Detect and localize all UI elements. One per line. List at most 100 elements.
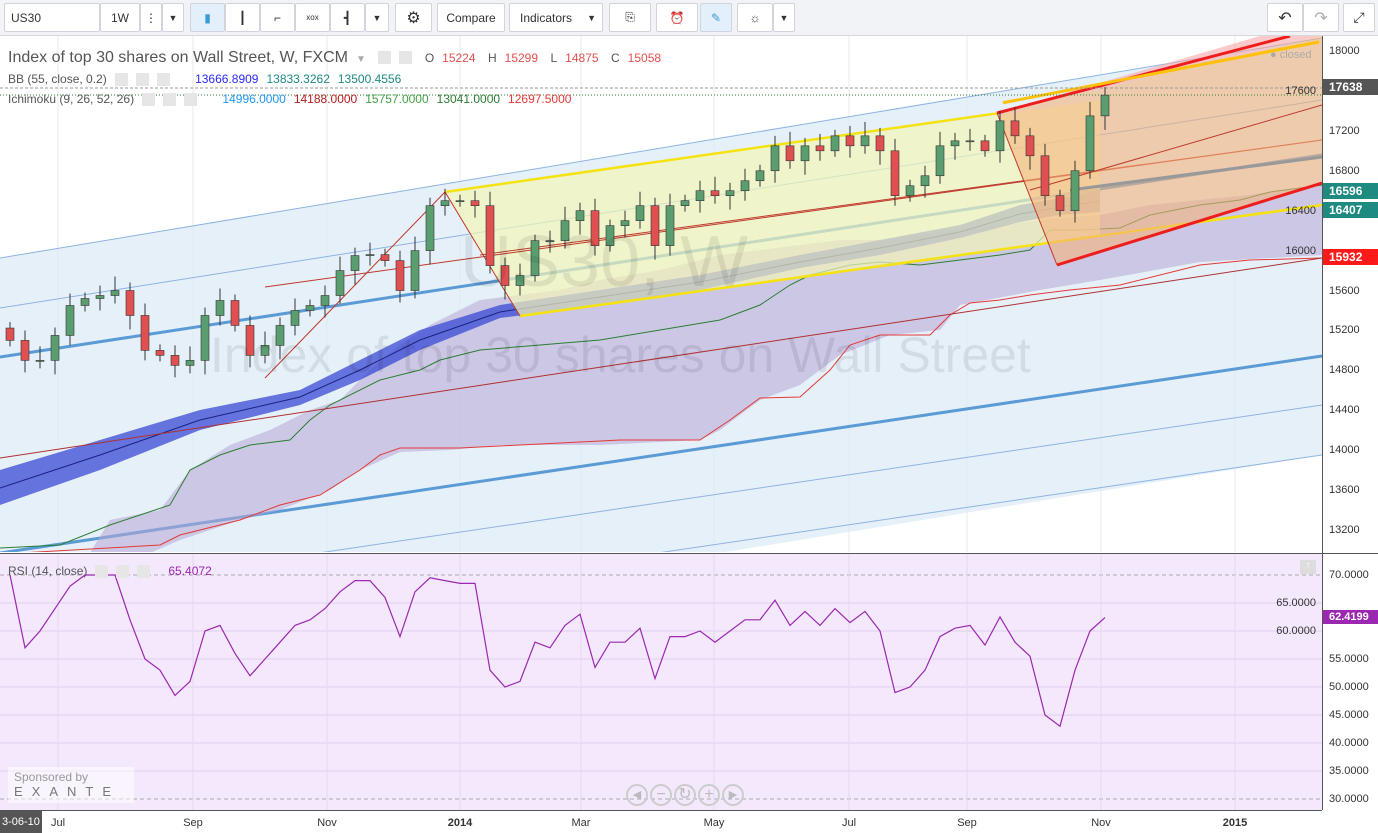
candle — [950, 140, 960, 147]
rsi-chart[interactable] — [0, 554, 1322, 810]
eye-icon[interactable] — [95, 565, 109, 579]
candle — [650, 205, 660, 246]
candle — [65, 305, 75, 336]
zoom-out-icon[interactable]: − — [650, 784, 672, 806]
embed-icon[interactable]: ⎘ — [609, 3, 651, 32]
settings-icon[interactable] — [399, 51, 413, 65]
interval-button[interactable]: 1W — [100, 3, 140, 32]
candle — [290, 310, 300, 326]
rsi-tick: 55.0000 — [1329, 653, 1369, 665]
price-tick: 16400 — [1285, 204, 1316, 217]
chart-navigation: ◀ − ↻ + ▶ — [626, 784, 744, 806]
bb-basis-value: 13666.8909 — [195, 72, 259, 86]
indicators-button[interactable]: Indicators ▼ — [509, 3, 603, 32]
candle — [1085, 115, 1095, 172]
settings-icon[interactable] — [163, 93, 177, 107]
rsi-tick: 30.0000 — [1329, 793, 1369, 805]
close-icon[interactable] — [156, 73, 170, 87]
bb-name[interactable]: BB (55, close, 0.2) — [8, 72, 107, 86]
rsi-legend: RSI (14, close) 65.4072 — [8, 564, 220, 579]
rsi-line — [9, 574, 1106, 728]
candle — [125, 290, 135, 316]
brush-icon[interactable]: ✎ — [700, 3, 732, 32]
price-tick: 15600 — [1329, 284, 1360, 297]
line-icon[interactable]: ⌐ — [260, 3, 295, 32]
time-tick: 2015 — [1222, 817, 1248, 829]
eye-icon[interactable] — [378, 51, 392, 65]
symbol-search[interactable]: US30 — [4, 3, 100, 32]
maximize-pane-icon[interactable]: ↑ — [1300, 560, 1316, 574]
scroll-left-icon[interactable]: ◀ — [626, 784, 648, 806]
point-figure-icon[interactable]: xox — [295, 3, 330, 32]
price-chart[interactable]: US30, W Index of top 30 shares on Wall S… — [0, 36, 1322, 552]
candle — [20, 340, 30, 361]
eye-icon[interactable] — [142, 93, 156, 107]
chart-type-dropdown-icon[interactable]: ▼ — [365, 3, 389, 32]
candle — [530, 240, 540, 276]
candles-icon[interactable]: ▮ — [190, 3, 225, 32]
candle — [815, 145, 825, 152]
price-axis[interactable]: 18000 17600 17200 16800 16400 16000 15600 15200… — [1285, 36, 1378, 553]
price-tick: 14800 — [1329, 364, 1360, 377]
lead1-value: 13041.0000 — [436, 92, 501, 106]
candle — [560, 220, 570, 241]
bars-icon[interactable]: ┃ — [225, 3, 260, 32]
candle — [140, 315, 150, 351]
ichimoku-name[interactable]: Ichimoku (9, 26, 52, 26) — [8, 92, 135, 106]
rsi-tick: 40.0000 — [1329, 737, 1369, 749]
candle — [470, 200, 480, 206]
renko-icon[interactable]: ┫ — [330, 3, 365, 32]
scroll-right-icon[interactable]: ▶ — [722, 784, 744, 806]
more-icon[interactable]: ⋮ — [140, 3, 162, 32]
candle — [545, 240, 555, 242]
reset-icon[interactable]: ↻ — [674, 784, 696, 806]
sponsor-badge[interactable]: Sponsored by EXANTE — [8, 767, 134, 803]
bulb-icon[interactable]: ☼ — [737, 3, 773, 32]
candle — [935, 145, 945, 177]
eye-icon[interactable] — [114, 73, 128, 87]
close-icon[interactable] — [137, 565, 151, 579]
price-tick: 13600 — [1329, 484, 1360, 497]
compare-button[interactable]: Compare — [437, 3, 505, 32]
bulb-dropdown-icon[interactable]: ▼ — [773, 3, 795, 32]
close-icon[interactable] — [184, 93, 198, 107]
candle — [1070, 170, 1080, 211]
time-tick: 2014 — [447, 817, 473, 829]
dropdown-icon[interactable]: ▼ — [162, 3, 184, 32]
candle — [185, 360, 195, 366]
fib-line — [1069, 155, 1322, 192]
candle — [635, 205, 645, 221]
settings-icon[interactable] — [135, 73, 149, 87]
market-status: ● closed — [1270, 49, 1312, 61]
candle — [515, 275, 525, 286]
price-label: 15932 — [1323, 249, 1378, 266]
rsi-axis[interactable]: 70.0000 65.0000 60.0000 55.0000 50.0000 45.00… — [1276, 553, 1378, 810]
undo-icon[interactable]: ↶ — [1267, 3, 1303, 32]
dropdown-icon[interactable]: ▼ — [356, 54, 366, 65]
close-label: C — [611, 51, 620, 65]
redo-icon[interactable]: ↷ — [1303, 3, 1339, 32]
candle — [725, 190, 735, 197]
rsi-name[interactable]: RSI (14, close) — [8, 564, 88, 578]
candle — [50, 335, 60, 361]
settings-icon[interactable] — [116, 565, 130, 579]
fullscreen-icon[interactable]: ⤢ — [1343, 3, 1375, 32]
sponsor-brand: EXANTE — [14, 784, 121, 799]
time-tick: Jul — [50, 817, 66, 829]
price-label: 16596 — [1323, 183, 1378, 200]
candle — [35, 360, 45, 362]
candle — [1025, 135, 1035, 157]
alert-icon[interactable]: ⏰ — [656, 3, 698, 32]
time-axis[interactable]: 3-06-10 Jul Sep Nov 2014 Mar May Jul Sep Nov 2015 — [0, 810, 1322, 833]
candle — [875, 135, 885, 152]
zoom-in-icon[interactable]: + — [698, 784, 720, 806]
time-tick: May — [703, 817, 725, 829]
rsi-tick: 50.0000 — [1329, 681, 1369, 693]
candle — [305, 305, 315, 311]
rsi-pane[interactable]: RSI (14, close) 65.4072 ↑ Sponsored by EX… — [0, 553, 1322, 810]
candle — [110, 290, 120, 296]
price-pane[interactable]: US30, W Index of top 30 shares on Wall S… — [0, 36, 1322, 552]
candle — [830, 135, 840, 152]
settings-icon[interactable]: ⚙ — [395, 3, 432, 32]
candle — [680, 200, 690, 206]
